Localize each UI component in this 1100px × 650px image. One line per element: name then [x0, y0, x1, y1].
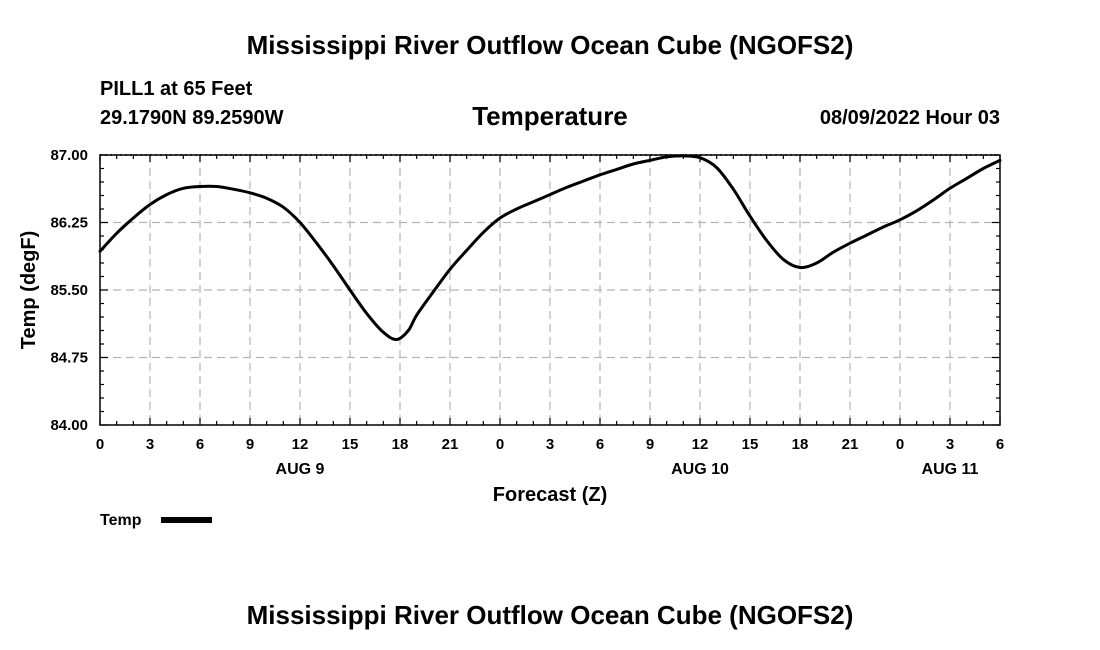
plot-frame — [99, 154, 1001, 426]
x-tick-label: 6 — [996, 436, 1004, 453]
y-tick-label: 84.75 — [50, 350, 88, 367]
x-tick-label: 12 — [292, 436, 309, 453]
x-tick-label: 15 — [342, 436, 359, 453]
x-tick-label: 21 — [442, 436, 459, 453]
x-tick-label: 15 — [742, 436, 759, 453]
x-tick-label: 0 — [496, 436, 504, 453]
date-label: AUG 9 — [276, 461, 325, 478]
legend-label: Temp — [100, 512, 142, 529]
y-tick-label: 87.00 — [50, 147, 88, 164]
coordinates-label: 29.1790N 89.2590W — [100, 107, 284, 129]
x-tick-label: 18 — [392, 436, 409, 453]
date-labels: AUG 9 AUG 10 AUG 11 — [276, 461, 979, 478]
x-tick-label: 6 — [596, 436, 604, 453]
grid-lines — [100, 154, 1000, 425]
legend: Temp — [100, 512, 212, 529]
date-label: AUG 11 — [922, 461, 979, 478]
station-label: PILL1 at 65 Feet — [100, 78, 253, 100]
page-title: Mississippi River Outflow Ocean Cube (NG… — [247, 30, 854, 60]
datetime-label: 08/09/2022 Hour 03 — [820, 107, 1000, 129]
x-tick-label: 21 — [842, 436, 859, 453]
x-tick-label: 9 — [646, 436, 654, 453]
y-axis-label: Temp (degF) — [18, 231, 40, 350]
y-tick-labels: 84.00 84.75 85.50 86.25 87.00 — [50, 147, 88, 434]
page-title-bottom: Mississippi River Outflow Ocean Cube (NG… — [247, 600, 854, 630]
x-tick-label: 18 — [792, 436, 809, 453]
x-tick-label: 3 — [946, 436, 954, 453]
x-tick-label: 9 — [246, 436, 254, 453]
date-label: AUG 10 — [671, 461, 729, 478]
chart-title: Temperature — [472, 101, 628, 131]
y-tick-label: 86.25 — [50, 215, 88, 232]
x-tick-label: 6 — [196, 436, 204, 453]
x-axis-label: Forecast (Z) — [493, 484, 607, 506]
series-group — [98, 154, 1002, 342]
x-tick-label: 3 — [146, 436, 154, 453]
series-line-temp — [98, 154, 1002, 342]
x-tick-label: 3 — [546, 436, 554, 453]
x-tick-label: 0 — [896, 436, 904, 453]
x-tick-labels: 0 3 6 9 12 15 18 21 0 3 6 9 12 15 18 21 0 3 6 — [96, 436, 1004, 453]
y-tick-label: 85.50 — [50, 282, 88, 299]
x-tick-label: 12 — [692, 436, 709, 453]
y-tick-label: 84.00 — [50, 417, 88, 434]
x-tick-label: 0 — [96, 436, 104, 453]
